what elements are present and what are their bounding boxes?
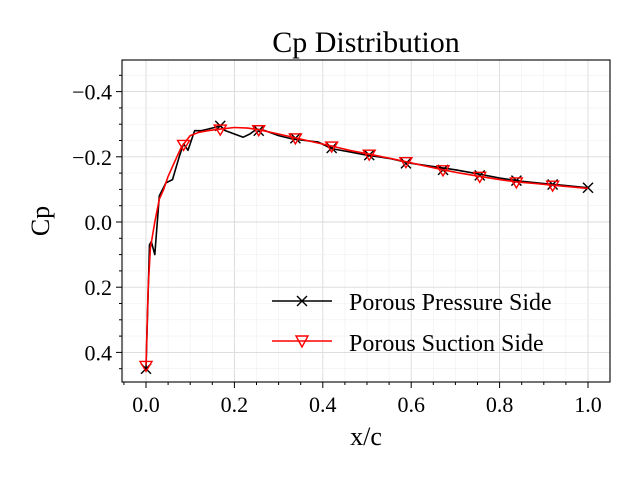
plot-frame [121,59,611,383]
data-point-triangle-marker [435,165,451,178]
y-tick-label: −0.2 [72,145,112,170]
x-tick-label: 0.6 [397,392,425,417]
data-point-triangle-marker [138,360,154,373]
y-tick-label: 0.4 [85,340,113,365]
chart-title: Cp Distribution [272,26,460,59]
x-tick-label: 0.8 [486,392,514,417]
legend-label-suction: Porous Suction Side [349,331,544,357]
data-point-triangle-marker [288,133,303,146]
legend-entry-suction: Porous Suction Side [272,331,544,357]
data-point-triangle-marker [213,124,228,137]
y-axis-label: Cp [26,206,55,236]
y-tick-label: 0.0 [85,210,113,235]
x-tick-label: 1.0 [574,392,602,417]
data-point-triangle-marker [324,141,339,154]
x-tick-label: 0.0 [132,392,160,417]
x-tick-label: 0.2 [221,392,249,417]
y-tick-label: 0.2 [85,275,113,300]
legend-marker-triangle-down [294,335,310,349]
legend-label-pressure: Porous Pressure Side [349,290,552,316]
axis-ticks [116,74,589,388]
x-tick-labels: 0.0 0.2 0.4 0.6 0.8 1.0 [132,392,602,417]
data-point-triangle-marker [176,139,191,152]
y-tick-labels: −0.4 −0.2 0.0 0.2 0.4 [72,80,112,366]
data-point-triangle-marker [545,180,560,193]
series-line-pressure [145,125,589,369]
legend-marker-x [296,295,308,307]
grid [122,60,610,382]
data-point-x-marker [363,149,375,161]
series-line-suction [145,126,589,366]
x-axis-label: x/c [350,422,382,451]
y-tick-label: −0.4 [72,80,112,105]
data-point-x-marker [400,157,412,169]
data-point-triangle-marker [361,149,377,162]
series-layer [138,120,594,375]
data-point-triangle-marker [509,177,524,190]
data-point-triangle-marker [472,171,487,184]
x-tick-label: 0.4 [309,392,337,417]
data-point-triangle-marker [398,156,414,170]
legend-entry-pressure: Porous Pressure Side [272,290,552,316]
data-point-x-marker [253,125,265,137]
legend: Porous Pressure Side Porous Suction Side [272,290,552,357]
data-point-triangle-marker [251,125,266,138]
series-suction [138,124,589,373]
